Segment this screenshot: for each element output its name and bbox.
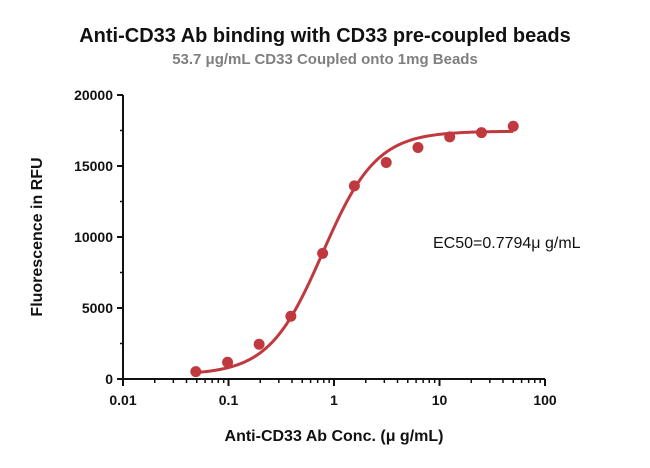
y-tick-label: 0	[105, 371, 113, 387]
data-point	[190, 366, 202, 378]
x-tick-label: 0.01	[109, 392, 136, 408]
x-axis-label: Anti-CD33 Ab Conc. (μ g/mL)	[225, 428, 444, 445]
data-point	[507, 120, 519, 132]
data-point	[380, 156, 392, 168]
x-tick-label: 10	[432, 392, 448, 408]
ec50-annotation: EC50=0.7794μ g/mL	[433, 235, 581, 252]
data-point	[348, 180, 360, 192]
y-axis-ticks: 0 5000 10000 15000 20000	[74, 87, 123, 387]
y-axis-label: Fluorescence in RFU	[29, 157, 46, 316]
y-tick-label: 15000	[74, 158, 113, 174]
data-point	[444, 131, 456, 143]
data-point	[253, 338, 265, 350]
data-point	[317, 247, 329, 259]
data-point	[412, 142, 424, 154]
data-points-layer	[190, 120, 519, 378]
data-point	[475, 127, 487, 139]
x-tick-label: 1	[330, 392, 338, 408]
x-tick-label: 100	[533, 392, 557, 408]
x-tick-label: 0.1	[219, 392, 239, 408]
y-tick-label: 5000	[82, 300, 113, 316]
y-tick-label: 10000	[74, 229, 113, 245]
chart-subtitle: 53.7 μg/mL CD33 Coupled onto 1mg Beads	[172, 51, 478, 68]
y-tick-label: 20000	[74, 87, 113, 103]
x-axis-ticks: 0.01 0.1 1 10 100	[109, 379, 557, 408]
chart-title: Anti-CD33 Ab binding with CD33 pre-coupl…	[79, 25, 571, 47]
data-point	[222, 356, 234, 368]
data-point	[285, 310, 297, 322]
